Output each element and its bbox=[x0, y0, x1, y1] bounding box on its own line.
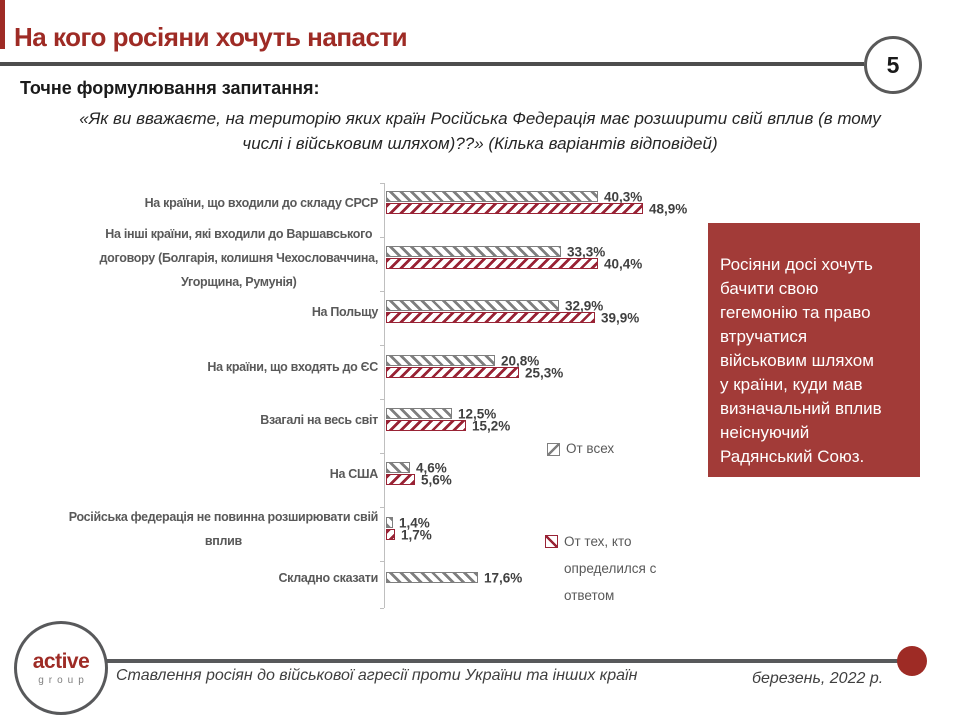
value-label: 12,5% bbox=[458, 406, 497, 421]
value-label: 17,6% bbox=[484, 570, 523, 585]
bar-all bbox=[386, 355, 495, 366]
page-number-badge: 5 bbox=[864, 36, 922, 94]
axis-tick bbox=[380, 237, 384, 238]
footer-divider bbox=[60, 659, 910, 663]
bar-decided bbox=[386, 367, 519, 378]
value-label: 40,4% bbox=[604, 256, 643, 271]
value-label: 39,9% bbox=[601, 310, 640, 325]
axis-tick bbox=[380, 183, 384, 184]
header-divider bbox=[0, 62, 864, 66]
category-label: На країни, що входять до ЄС bbox=[207, 360, 378, 374]
active-group-logo: active group bbox=[14, 621, 108, 715]
bar-all bbox=[386, 517, 393, 528]
chart-axis bbox=[384, 183, 385, 608]
bar-all bbox=[386, 246, 561, 257]
legend-swatch-gray-hatch-icon bbox=[547, 442, 560, 456]
legend-label: От всех bbox=[566, 441, 615, 456]
axis-tick bbox=[380, 608, 384, 609]
legend-label: От тех, кто определился с ответом bbox=[564, 534, 657, 603]
bar-all bbox=[386, 408, 452, 419]
value-label: 48,9% bbox=[649, 201, 688, 216]
legend-item-all: От всех bbox=[547, 441, 614, 457]
axis-tick bbox=[380, 507, 384, 508]
value-label: 4,6% bbox=[416, 460, 447, 475]
bar-decided bbox=[386, 420, 466, 431]
category-label: На США bbox=[329, 467, 379, 481]
bar-all bbox=[386, 462, 410, 473]
value-label: 20,8% bbox=[501, 353, 540, 368]
legend-item-decided: От тех, кто определился с ответом bbox=[545, 528, 675, 609]
category-label: На Польщу bbox=[311, 305, 378, 319]
value-label: 1,7% bbox=[401, 527, 432, 542]
legend-swatch-red-hatch-icon bbox=[545, 535, 558, 548]
bar-decided bbox=[386, 312, 595, 323]
bar-decided bbox=[386, 258, 598, 269]
bar-decided bbox=[386, 529, 395, 540]
category-label: На інші країни, які входили до Варшавськ… bbox=[99, 227, 379, 289]
question-text: «Як ви вважаєте, на територію яких країн… bbox=[79, 109, 881, 153]
insight-box: Росіяни досі хочуть бачити свою гегемоні… bbox=[708, 223, 920, 477]
axis-tick bbox=[380, 561, 384, 562]
value-label: 1,4% bbox=[399, 515, 430, 530]
category-label: На країни, що входили до складу СРСР bbox=[144, 196, 379, 210]
bar-decided bbox=[386, 474, 415, 485]
bar-all bbox=[386, 300, 559, 311]
axis-tick bbox=[380, 345, 384, 346]
value-label: 5,6% bbox=[421, 472, 452, 487]
axis-tick bbox=[380, 399, 384, 400]
page-title: На кого росіяни хочуть напасти bbox=[14, 22, 408, 52]
axis-tick bbox=[380, 291, 384, 292]
footer-end-dot bbox=[897, 646, 927, 676]
page-number: 5 bbox=[886, 51, 900, 78]
bar-decided bbox=[386, 203, 643, 214]
logo-text-group: group bbox=[38, 675, 89, 686]
insight-text: Росіяни досі хочуть бачити свою гегемоні… bbox=[720, 255, 882, 466]
value-label: 15,2% bbox=[472, 418, 511, 433]
value-label: 25,3% bbox=[525, 365, 564, 380]
category-label: Складно сказати bbox=[278, 571, 378, 585]
question-label: Точне формулювання запитання: bbox=[20, 78, 320, 98]
logo-text-active: active bbox=[32, 650, 90, 673]
bar-all bbox=[386, 191, 598, 202]
footer-date: березень, 2022 р. bbox=[752, 670, 884, 687]
value-label: 33,3% bbox=[567, 244, 606, 259]
category-label: Взагалі на весь світ bbox=[260, 413, 378, 427]
footer-title: Ставлення росіян до військової агресії п… bbox=[116, 667, 638, 684]
title-accent-bar bbox=[0, 0, 5, 49]
value-label: 40,3% bbox=[604, 189, 643, 204]
axis-tick bbox=[380, 453, 384, 454]
category-label: Російська федерація не повинна розширюва… bbox=[68, 510, 379, 548]
bar-all bbox=[386, 572, 478, 583]
value-label: 32,9% bbox=[565, 298, 604, 313]
